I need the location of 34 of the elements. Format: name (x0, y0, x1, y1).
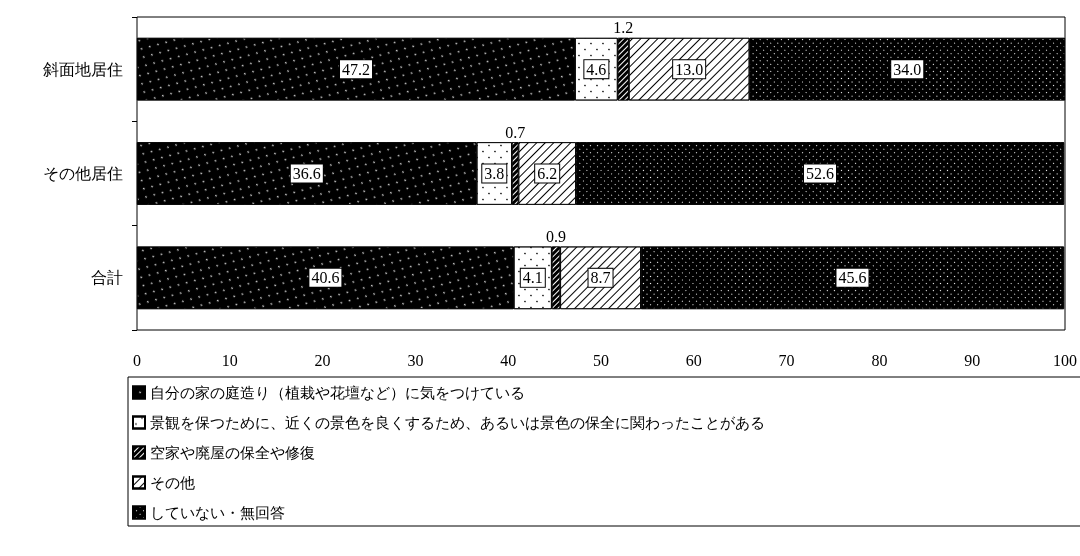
data-label: 0.7 (505, 123, 526, 141)
data-label: 36.6 (292, 165, 321, 182)
data-label: 45.6 (838, 269, 867, 287)
x-tick-label: 40 (500, 351, 517, 369)
data-label: 4.6 (586, 60, 607, 78)
legend-label: その他 (150, 473, 195, 492)
x-tick-label: 30 (407, 351, 424, 369)
x-tick-label: 80 (871, 351, 888, 369)
data-label: 0.9 (545, 228, 566, 246)
x-tick-label: 20 (314, 351, 331, 369)
legend-label: 景観を保つために、近くの景色を良くするため、あるいは景色の保全に関わったことがある (150, 413, 765, 432)
data-label: 13.0 (675, 60, 704, 78)
data-label: 34.0 (893, 60, 922, 78)
legend-label: 空家や廃屋の保全や修復 (150, 443, 315, 462)
y-tick-label: 斜面地居住 (43, 60, 123, 78)
x-tick-label: 100 (1053, 351, 1077, 369)
x-tick-label: 50 (593, 351, 609, 369)
x-tick-label: 10 (221, 351, 238, 369)
x-tick-label: 70 (778, 351, 795, 369)
legend-label: 自分の家の庭造り（植栽や花壇など）に気をつけている (150, 383, 525, 402)
data-label: 6.2 (537, 165, 558, 182)
x-tick-label: 0 (133, 351, 141, 369)
data-label: 1.2 (613, 19, 634, 37)
legend-label: していない・無回答 (150, 503, 285, 522)
data-label: 8.7 (590, 269, 611, 287)
x-tick-label: 60 (685, 351, 702, 369)
y-tick-label: 合計 (91, 269, 123, 287)
data-label: 47.2 (342, 60, 371, 78)
data-label: 3.8 (484, 165, 505, 182)
data-label: 40.6 (311, 269, 340, 287)
y-tick-label: その他居住 (43, 165, 123, 182)
data-label: 52.6 (806, 165, 835, 182)
data-label: 4.1 (522, 269, 543, 287)
x-tick-label: 90 (964, 351, 981, 369)
